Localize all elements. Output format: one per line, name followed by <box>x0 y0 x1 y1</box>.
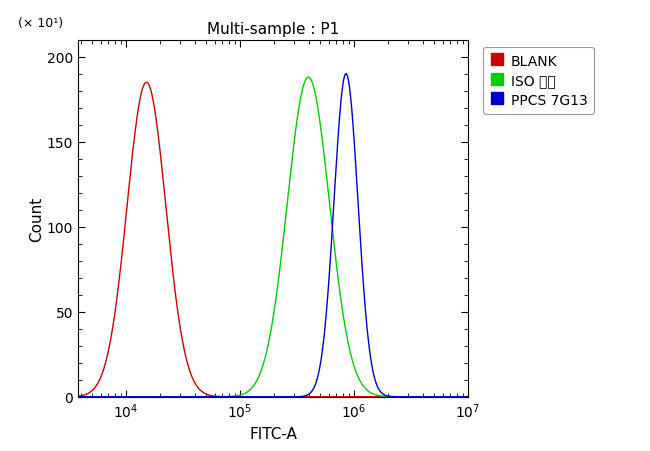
BLANK <box>453 394 461 400</box>
BLANK <box>464 394 472 400</box>
Legend: BLANK, ISO 单抗, PPCS 7G13: BLANK, ISO 单抗, PPCS 7G13 <box>483 47 594 115</box>
BLANK <box>142 80 150 86</box>
PPCS 7G13 <box>74 394 82 400</box>
PPCS 7G13 <box>453 394 461 400</box>
BLANK <box>74 394 82 399</box>
ISO 单抗 <box>464 394 472 400</box>
PPCS 7G13 <box>254 394 261 400</box>
BLANK <box>453 394 461 400</box>
PPCS 7G13 <box>382 393 389 398</box>
Text: (× 10¹): (× 10¹) <box>18 17 62 30</box>
ISO 单抗 <box>74 394 82 400</box>
ISO 单抗 <box>453 394 461 400</box>
BLANK <box>254 394 261 400</box>
PPCS 7G13 <box>342 72 350 77</box>
Line: PPCS 7G13: PPCS 7G13 <box>78 74 468 397</box>
ISO 单抗 <box>94 394 102 400</box>
ISO 单抗 <box>254 377 261 382</box>
ISO 单抗 <box>304 75 312 81</box>
Y-axis label: Count: Count <box>29 196 44 241</box>
Title: Multi-sample : P1: Multi-sample : P1 <box>207 22 339 37</box>
PPCS 7G13 <box>94 394 102 400</box>
BLANK <box>382 394 389 400</box>
Line: BLANK: BLANK <box>78 83 468 397</box>
X-axis label: FITC-A: FITC-A <box>249 426 297 441</box>
ISO 单抗 <box>264 345 272 350</box>
PPCS 7G13 <box>264 394 272 400</box>
ISO 单抗 <box>382 394 389 399</box>
BLANK <box>94 381 102 386</box>
PPCS 7G13 <box>453 394 461 400</box>
ISO 单抗 <box>453 394 461 400</box>
Line: ISO 单抗: ISO 单抗 <box>78 78 468 397</box>
PPCS 7G13 <box>464 394 472 400</box>
BLANK <box>264 394 272 400</box>
